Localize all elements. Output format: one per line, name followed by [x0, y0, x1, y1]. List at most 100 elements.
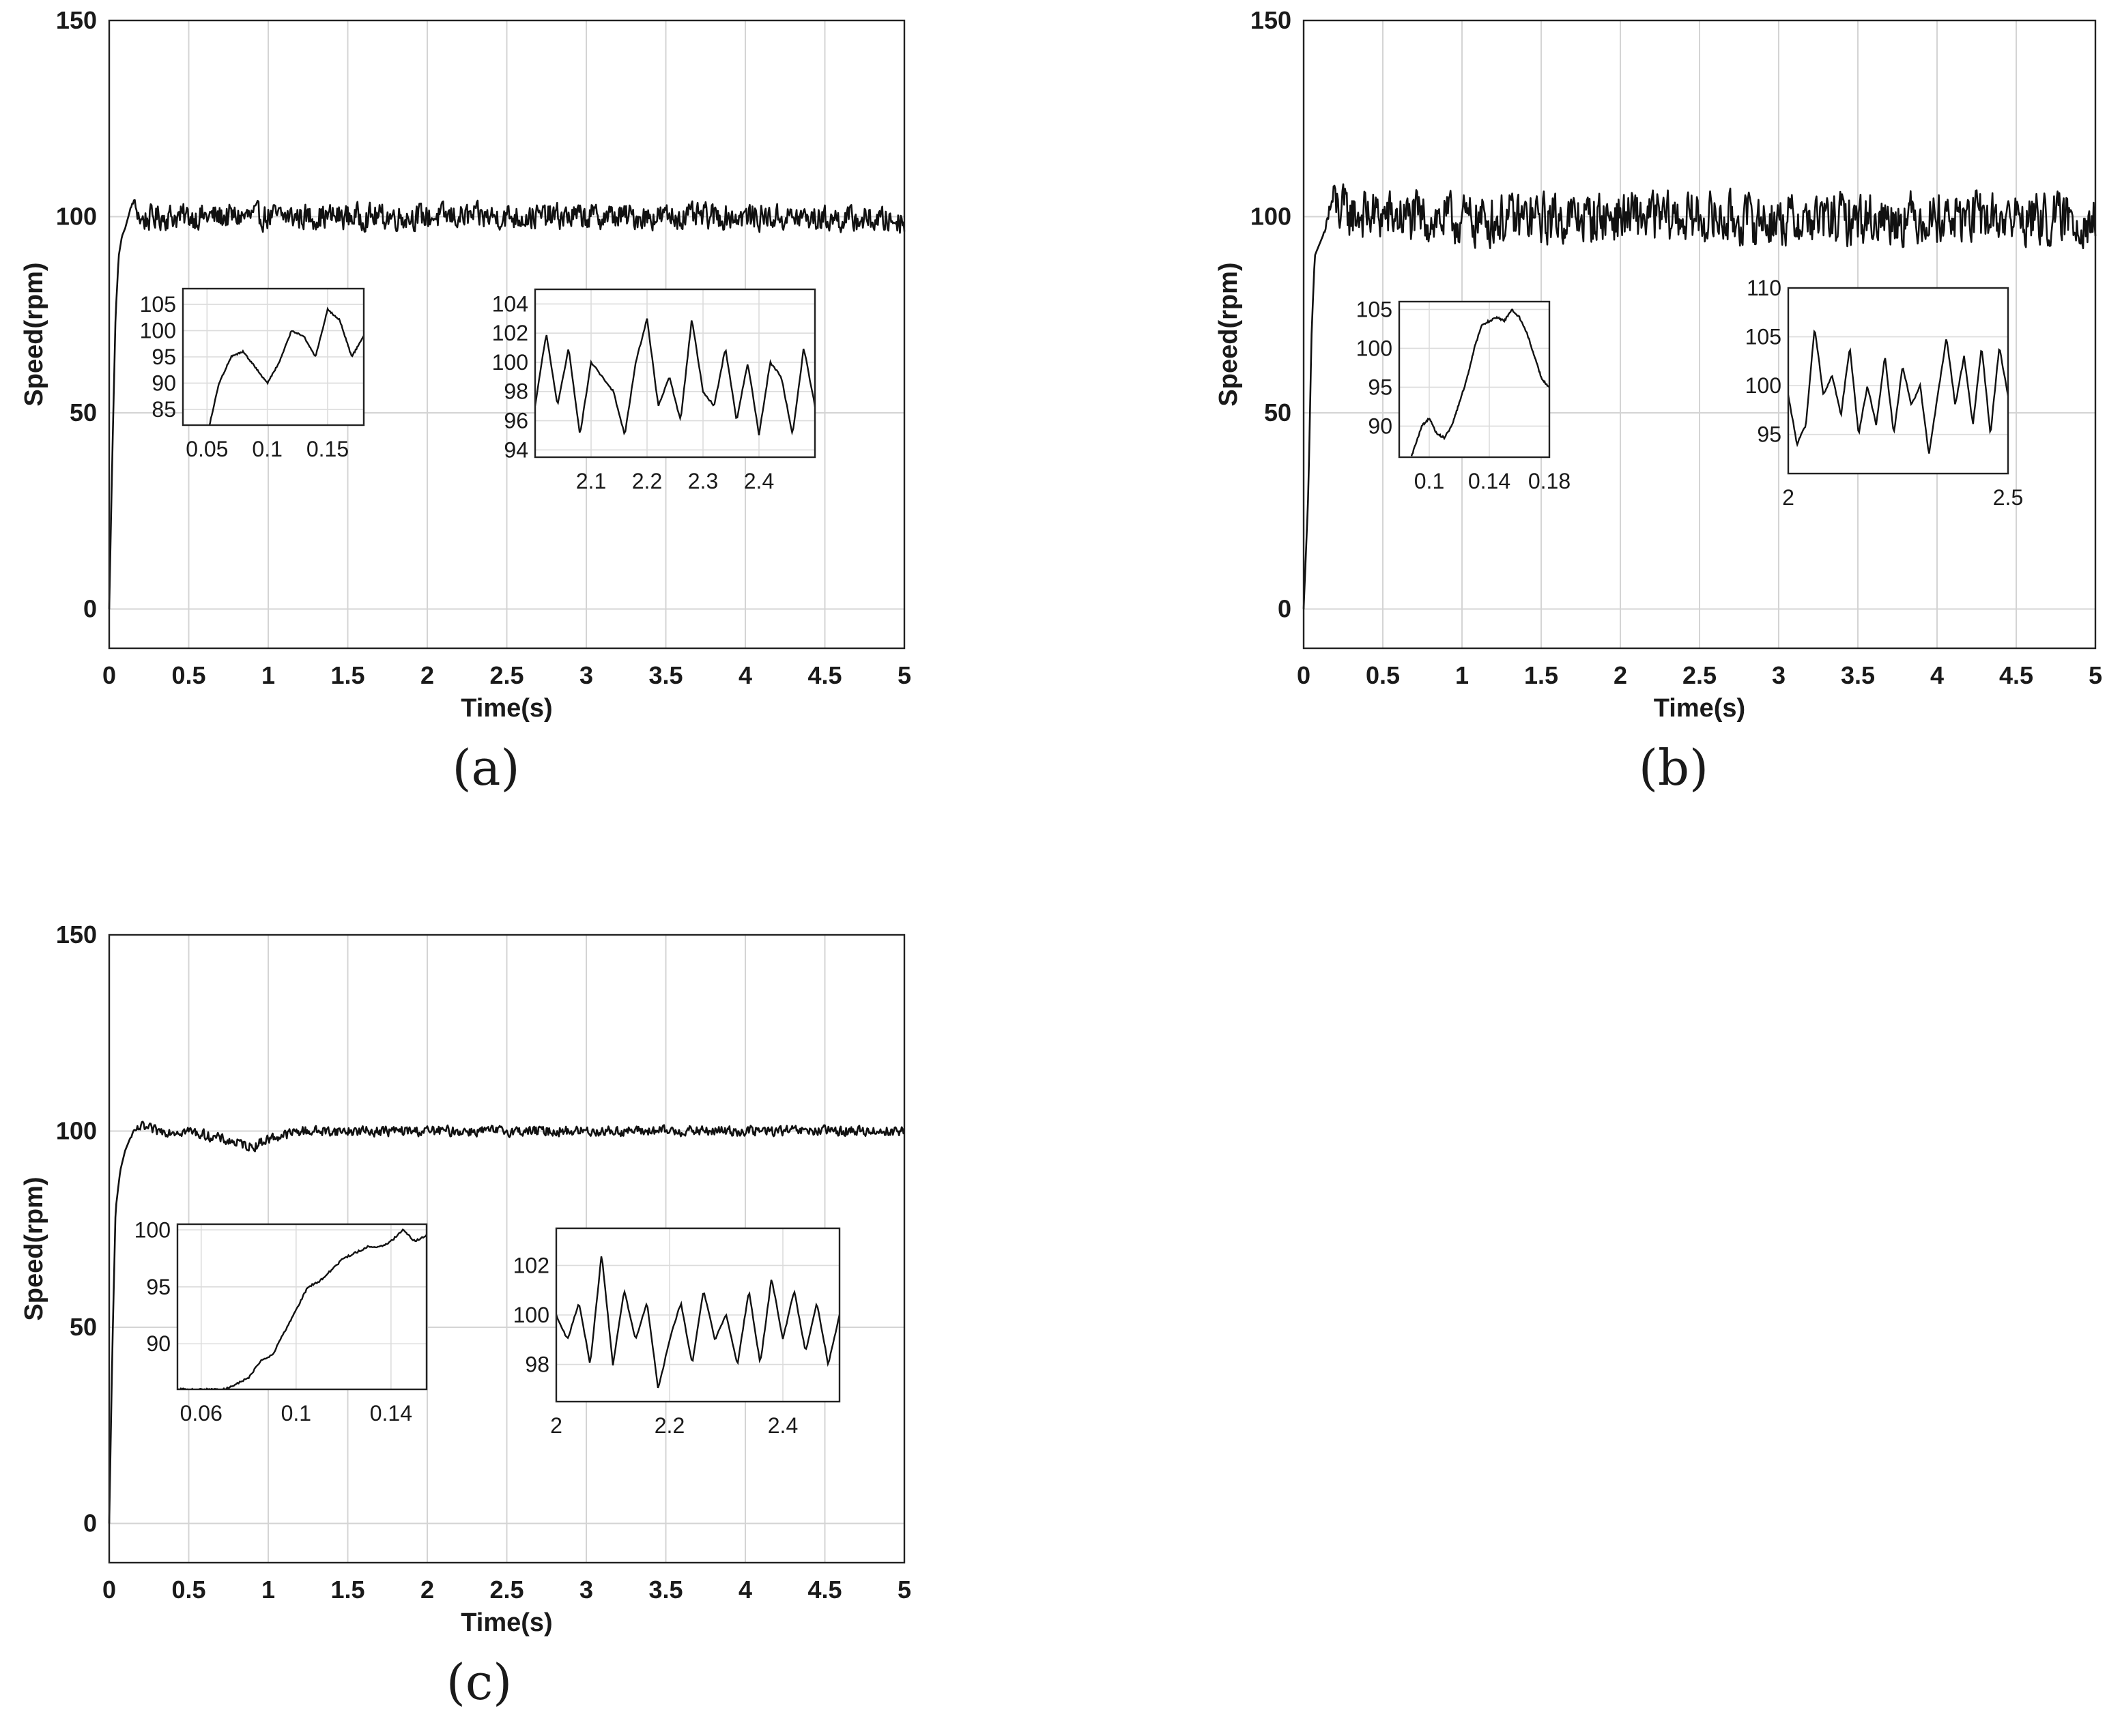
inset-y-tick-label: 90 — [1368, 414, 1392, 438]
inset-y-tick-label: 110 — [1747, 276, 1781, 300]
inset-x-tick-label: 2.5 — [1993, 485, 2023, 510]
x-tick-label: 4.5 — [807, 661, 842, 689]
inset-y-tick-label: 95 — [1368, 375, 1392, 399]
inset-x-tick-label: 2 — [1782, 485, 1794, 510]
series-line — [1302, 183, 2097, 609]
inset-y-tick-label: 100 — [513, 1303, 549, 1327]
x-tick-label: 3 — [1772, 661, 1786, 689]
inset-x-tick-label: 2.3 — [688, 469, 718, 493]
inset-x-tick-label: 2.4 — [744, 469, 774, 493]
x-tick-label: 2 — [420, 661, 434, 689]
x-tick-label: 3 — [579, 1576, 593, 1604]
inset-y-tick-label: 98 — [504, 379, 528, 404]
inset-frame — [1787, 287, 2009, 475]
inset-y-tick-label: 102 — [513, 1253, 549, 1277]
inset-y-tick-label: 100 — [492, 350, 528, 375]
x-tick-label: 3.5 — [1841, 661, 1875, 689]
inset-frame — [534, 288, 816, 459]
y-tick-label: 100 — [56, 1117, 97, 1145]
inset-y-tick-label: 95 — [152, 345, 176, 369]
inset-frame — [555, 1227, 841, 1403]
inset-x-tick-label: 0.14 — [370, 1401, 412, 1426]
y-tick-label: 100 — [56, 203, 97, 231]
inset-y-tick-label: 100 — [1745, 373, 1781, 398]
inset-y-tick-label: 104 — [492, 291, 528, 316]
x-tick-label: 4 — [739, 1576, 752, 1604]
y-axis-label: Speed(rpm) — [20, 1176, 48, 1320]
x-tick-label: 1.5 — [1524, 661, 1558, 689]
inset-y-tick-label: 96 — [504, 409, 528, 433]
y-axis-label: Speed(rpm) — [20, 262, 48, 406]
x-tick-label: 3 — [579, 661, 593, 689]
y-axis-label: Speed(rpm) — [1214, 262, 1243, 406]
inset-x-tick-label: 2.2 — [632, 469, 662, 493]
x-axis-label: Time(s) — [1654, 694, 1745, 723]
x-tick-label: 2.5 — [489, 661, 524, 689]
inset-x-tick-label: 0.1 — [1414, 469, 1444, 493]
x-tick-label: 5 — [898, 661, 911, 689]
inset-background — [1399, 302, 1549, 457]
x-tick-label: 4 — [1930, 661, 1944, 689]
x-tick-label: 0 — [102, 1576, 116, 1604]
y-tick-label: 150 — [56, 921, 97, 949]
inset-y-tick-label: 85 — [152, 397, 176, 422]
x-tick-label: 4.5 — [807, 1576, 842, 1604]
chart-panel-a: 0 0.5 1 1.5 2 2.5 3 3.5 4 4.5 5050100150Time(s)Spe… — [20, 6, 911, 796]
panel-caption: (a) — [452, 739, 519, 796]
x-tick-label: 1.5 — [330, 1576, 364, 1604]
x-tick-label: 2 — [1614, 661, 1627, 689]
series-line — [108, 199, 906, 609]
inset-series-line — [177, 1228, 427, 1389]
inset-y-tick-label: 95 — [146, 1275, 171, 1299]
inset-y-tick-label: 90 — [152, 371, 176, 395]
x-tick-label: 1.5 — [330, 661, 364, 689]
inset-1: 0.1 0.14 0.18 90 95 100 105 — [1356, 297, 1571, 493]
inset-frame — [182, 287, 365, 426]
inset-y-tick-label: 100 — [140, 319, 176, 343]
inset-x-tick-label: 0.18 — [1528, 469, 1571, 493]
x-axis-label: Time(s) — [461, 1608, 552, 1637]
y-tick-label: 0 — [83, 1509, 97, 1537]
y-tick-label: 0 — [1278, 595, 1291, 623]
plot-frame — [108, 934, 906, 1564]
x-tick-label: 2 — [420, 1576, 434, 1604]
x-tick-label: 0 — [102, 661, 116, 689]
inset-x-tick-label: 0.06 — [180, 1401, 223, 1426]
x-tick-label: 0.5 — [171, 661, 205, 689]
x-tick-label: 0 — [1297, 661, 1310, 689]
chart-panel-b: 0 0.5 1 1.5 2 2.5 3 3.5 4 4.5 5050100150Time(s)Spe… — [1214, 6, 2102, 796]
inset-frame — [176, 1223, 428, 1391]
inset-y-tick-label: 100 — [134, 1217, 171, 1242]
x-tick-label: 5 — [898, 1576, 911, 1604]
inset-y-tick-label: 95 — [1757, 422, 1781, 447]
x-tick-label: 3.5 — [648, 1576, 683, 1604]
y-tick-label: 50 — [1264, 399, 1291, 426]
inset-1: 0.06 0.1 0.14 90 95 100 — [134, 1217, 428, 1426]
x-tick-label: 4.5 — [1999, 661, 2033, 689]
inset-x-tick-label: 2.2 — [655, 1413, 685, 1438]
x-tick-label: 1 — [261, 661, 275, 689]
x-tick-label: 0.5 — [1366, 661, 1400, 689]
y-tick-label: 150 — [1250, 6, 1291, 34]
x-tick-label: 5 — [2089, 661, 2102, 689]
inset-series-line — [556, 1256, 840, 1389]
y-tick-label: 50 — [70, 399, 97, 426]
inset-background — [177, 1224, 427, 1389]
inset-frame — [1398, 300, 1551, 459]
inset-y-tick-label: 90 — [146, 1331, 171, 1356]
x-tick-label: 3.5 — [648, 661, 683, 689]
inset-y-tick-label: 98 — [525, 1352, 549, 1377]
y-tick-label: 0 — [83, 595, 97, 623]
inset-x-tick-label: 2.4 — [768, 1413, 798, 1438]
x-tick-label: 2.5 — [1682, 661, 1717, 689]
inset-series-line — [535, 318, 815, 436]
x-tick-label: 0.5 — [171, 1576, 205, 1604]
y-tick-label: 50 — [70, 1313, 97, 1341]
inset-background — [1788, 288, 2008, 474]
inset-y-tick-label: 105 — [140, 292, 176, 317]
plot-frame — [108, 19, 906, 650]
x-tick-label: 4 — [739, 661, 752, 689]
inset-x-tick-label: 2.1 — [576, 469, 606, 493]
